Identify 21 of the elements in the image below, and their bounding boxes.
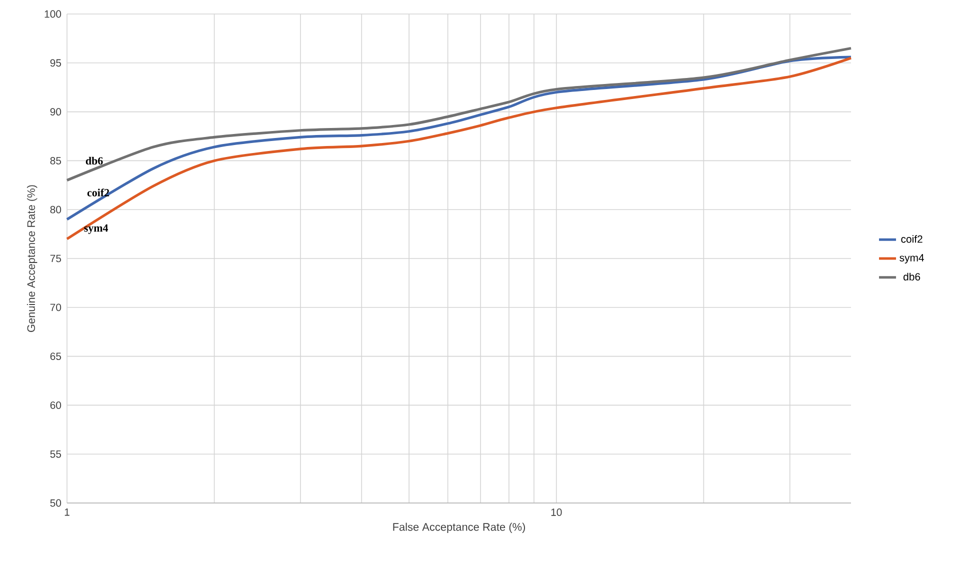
y-tick-label: 75	[50, 254, 62, 262]
annotation: sym4	[84, 224, 108, 234]
y-tick-label: 90	[50, 108, 62, 116]
y-tick-label: 60	[50, 402, 62, 409]
x-axis-title: False Acceptance Rate (%)	[393, 522, 525, 533]
y-tick-label: 55	[50, 450, 62, 458]
legend-label: coif2	[901, 235, 922, 243]
y-tick-label: 70	[50, 304, 62, 312]
annotation: db6	[86, 156, 103, 165]
y-tick-label: 85	[50, 157, 62, 164]
annotation: coif2	[87, 188, 110, 196]
x-tick-label: 1	[64, 508, 70, 516]
y-axis-title: Genuine Acceptance Rate (%)	[26, 185, 38, 332]
x-tick-label: 10	[551, 508, 562, 516]
y-tick-label: 80	[50, 206, 62, 214]
y-tick-label: 50	[50, 499, 62, 507]
y-tick-label: 95	[50, 59, 62, 67]
legend-label: sym4	[900, 254, 924, 264]
y-tick-label: 65	[50, 352, 62, 360]
y-tick-label: 100	[44, 10, 62, 18]
legend-label: db6	[904, 272, 920, 281]
